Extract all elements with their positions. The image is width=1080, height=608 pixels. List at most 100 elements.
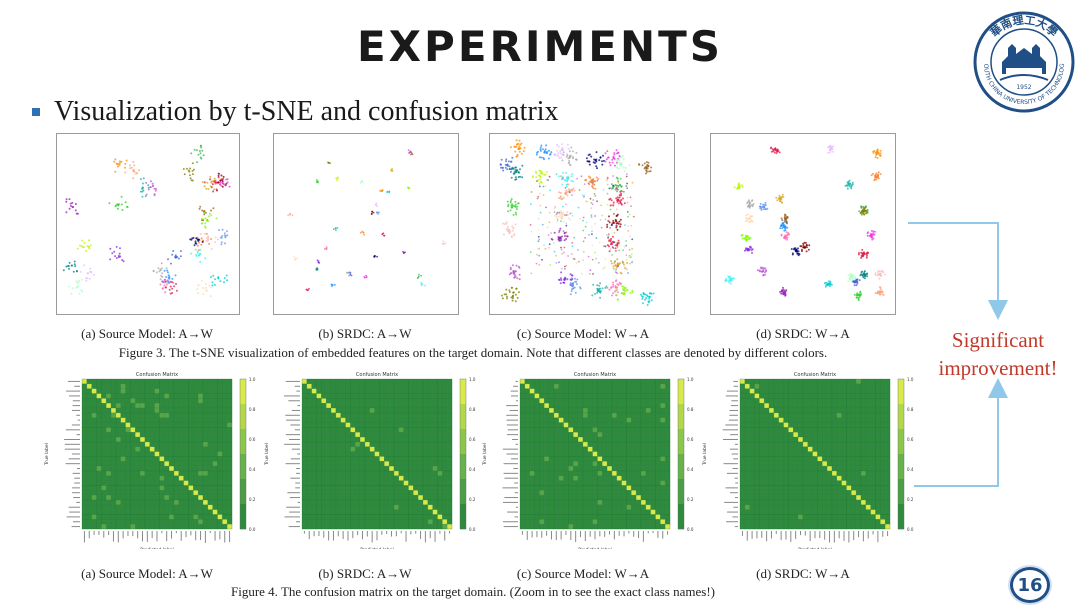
confusion-cell: [101, 451, 107, 457]
confusion-cell: [568, 441, 574, 447]
confusion-cell: [86, 412, 92, 418]
confusion-cell: [398, 495, 404, 501]
confusion-cell: [422, 427, 428, 433]
tsne-point: [606, 192, 609, 195]
confusion-cell: [582, 441, 588, 447]
tsne-point: [592, 199, 595, 201]
tsne-point: [746, 219, 749, 222]
tsne-point: [561, 146, 564, 149]
tsne-point: [750, 215, 752, 218]
tsne-point: [513, 145, 516, 148]
x-axis-label: Predicted label: [360, 547, 393, 549]
tsne-point: [558, 229, 561, 232]
confusion-cell: [393, 393, 399, 399]
confusion-cell: [432, 509, 438, 515]
confusion-cell: [582, 408, 588, 413]
confusion-cell: [130, 441, 136, 447]
tsne-point: [860, 211, 863, 214]
tsne-point: [138, 169, 140, 172]
tsne-point: [745, 214, 748, 217]
confusion-cell: [447, 461, 453, 467]
confusion-cell: [227, 490, 233, 496]
confusion-cell: [335, 422, 341, 428]
confusion-cell: [120, 524, 126, 530]
confusion-cell: [558, 393, 564, 399]
confusion-cell: [198, 509, 204, 515]
confusion-cell: [217, 485, 223, 491]
tsne-point: [182, 168, 185, 170]
confusion-cell: [101, 432, 107, 438]
tsne-point: [561, 159, 564, 162]
tsne-point: [210, 209, 212, 212]
confusion-cell: [173, 461, 179, 467]
confusion-cell: [302, 490, 307, 496]
confusion-cell: [350, 470, 356, 476]
confusion-cell: [311, 437, 317, 442]
confusion-cell: [217, 451, 223, 457]
confusion-cell: [115, 383, 121, 389]
confusion-cell: [86, 393, 92, 399]
tsne-point: [149, 180, 152, 183]
confusion-cell: [529, 422, 535, 428]
confusion-cell: [432, 475, 438, 481]
confusion-cell: [340, 408, 346, 413]
confusion-cell: [587, 461, 593, 467]
tsne-point: [609, 240, 612, 243]
tsne-point: [376, 255, 378, 258]
tsne-point: [217, 176, 220, 179]
confusion-cell: [106, 456, 112, 462]
tsne-point: [508, 168, 511, 170]
confusion-cell: [437, 480, 443, 486]
confusion-cell: [655, 441, 661, 447]
confusion-cell: [544, 461, 550, 467]
tsne-point: [141, 195, 144, 198]
tsne-point: [408, 187, 411, 190]
confusion-cell: [650, 451, 656, 457]
tsne-point: [592, 283, 595, 286]
confusion-cell: [326, 388, 332, 394]
confusion-cell: [655, 412, 661, 418]
confusion-cell: [335, 427, 341, 433]
tsne-point: [559, 282, 562, 285]
confusion-cell: [413, 485, 419, 491]
tsne-point: [289, 213, 292, 216]
tsne-point: [564, 268, 566, 270]
confusion-cell: [422, 398, 428, 404]
confusion-cell: [364, 437, 370, 442]
confusion-cell: [217, 437, 223, 442]
tsne-point: [191, 179, 194, 182]
confusion-cell: [222, 398, 228, 404]
tsne-point: [859, 291, 862, 294]
tsne-point: [612, 285, 615, 288]
tsne-point: [199, 260, 202, 263]
confusion-cell: [345, 408, 351, 413]
tsne-point: [797, 252, 800, 255]
confusion-cell: [340, 490, 346, 496]
confusion-cell: [135, 398, 141, 404]
tsne-point: [159, 269, 162, 272]
tsne-point: [877, 175, 880, 178]
confusion-cell: [140, 422, 145, 428]
tsne-point: [506, 297, 509, 300]
confusion-cell: [549, 437, 554, 442]
tsne-point: [596, 179, 599, 182]
confusion-cell: [82, 383, 87, 389]
confusion-cell: [316, 470, 322, 476]
tsne-point: [762, 203, 765, 206]
confusion-cell: [222, 446, 228, 452]
tsne-point: [196, 288, 199, 291]
confusion-cell: [125, 446, 131, 452]
tsne-point: [751, 248, 754, 251]
confusion-cell: [621, 379, 627, 384]
tsne-point: [535, 172, 538, 175]
confusion-cell: [106, 475, 112, 481]
tsne-point: [500, 294, 503, 297]
tsne-point: [589, 176, 592, 179]
tsne-point: [515, 264, 518, 267]
confusion-cell: [534, 398, 540, 404]
confusion-cell: [193, 403, 199, 409]
confusion-cell: [173, 437, 179, 442]
confusion-cell: [311, 398, 317, 404]
tsne-point: [215, 188, 218, 191]
confusion-cell: [384, 490, 390, 496]
